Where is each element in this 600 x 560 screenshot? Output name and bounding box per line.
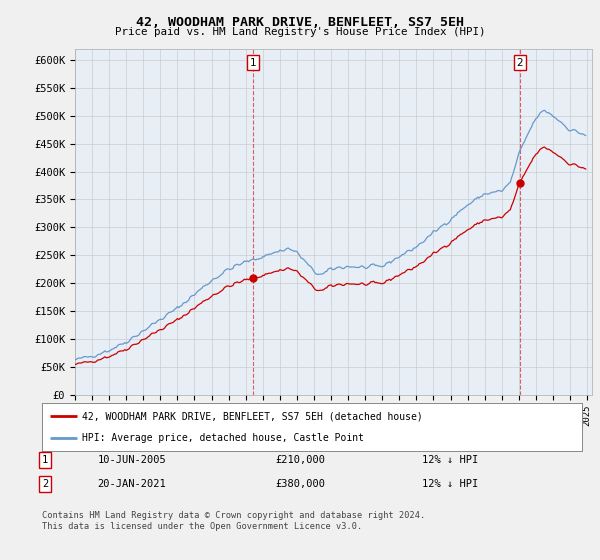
Text: Contains HM Land Registry data © Crown copyright and database right 2024.: Contains HM Land Registry data © Crown c… [42, 511, 425, 520]
Text: £380,000: £380,000 [275, 479, 325, 489]
Text: 1: 1 [250, 58, 257, 68]
Text: 2: 2 [42, 479, 48, 489]
Text: 2: 2 [517, 58, 523, 68]
Text: HPI: Average price, detached house, Castle Point: HPI: Average price, detached house, Cast… [83, 433, 365, 443]
Text: 1: 1 [42, 455, 48, 465]
Text: This data is licensed under the Open Government Licence v3.0.: This data is licensed under the Open Gov… [42, 522, 362, 531]
Text: 42, WOODHAM PARK DRIVE, BENFLEET, SS7 5EH (detached house): 42, WOODHAM PARK DRIVE, BENFLEET, SS7 5E… [83, 411, 423, 421]
Text: 12% ↓ HPI: 12% ↓ HPI [422, 479, 478, 489]
Text: 12% ↓ HPI: 12% ↓ HPI [422, 455, 478, 465]
Text: £210,000: £210,000 [275, 455, 325, 465]
Text: Price paid vs. HM Land Registry's House Price Index (HPI): Price paid vs. HM Land Registry's House … [115, 27, 485, 37]
Text: 42, WOODHAM PARK DRIVE, BENFLEET, SS7 5EH: 42, WOODHAM PARK DRIVE, BENFLEET, SS7 5E… [136, 16, 464, 29]
Text: 10-JUN-2005: 10-JUN-2005 [98, 455, 166, 465]
Text: 20-JAN-2021: 20-JAN-2021 [98, 479, 166, 489]
